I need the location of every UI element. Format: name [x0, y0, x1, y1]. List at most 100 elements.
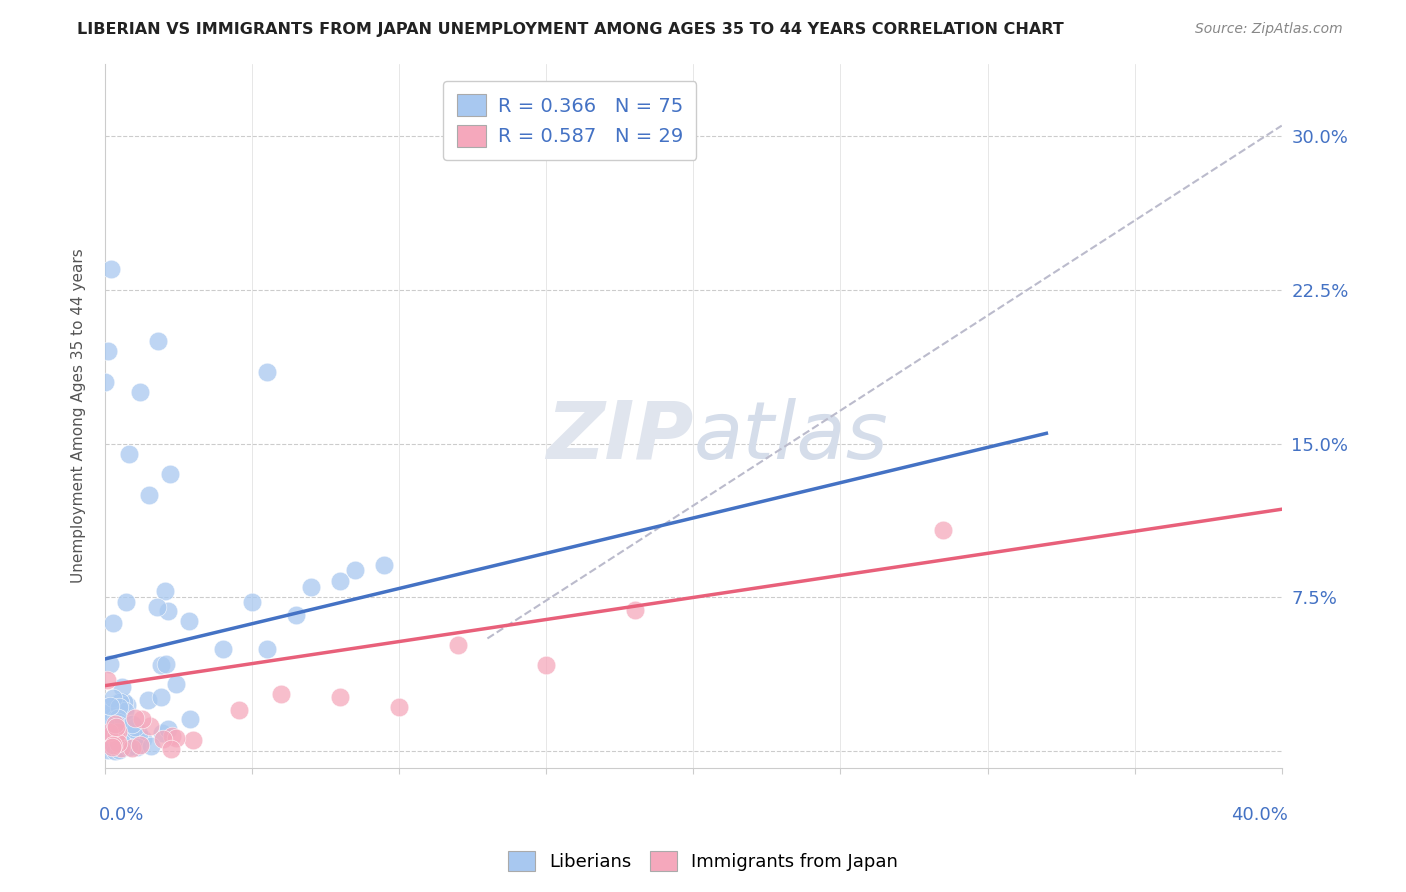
Point [108, 695, 131, 709]
Point [94, 725, 117, 739]
Point [160, 729, 183, 743]
Point [100, 698, 122, 713]
Point [179, 614, 201, 628]
Point [98, 725, 121, 739]
Point [104, 720, 127, 734]
Point [101, 727, 124, 741]
Point [105, 729, 128, 743]
Point [141, 739, 163, 753]
Point [124, 711, 146, 725]
Point [932, 523, 955, 537]
Point [150, 726, 173, 740]
Point [100, 709, 122, 723]
Point [131, 712, 153, 726]
Point [111, 680, 134, 694]
Point [107, 725, 129, 739]
Point [181, 733, 204, 747]
Point [101, 739, 124, 754]
Point [623, 603, 645, 617]
Point [112, 695, 135, 709]
Text: LIBERIAN VS IMMIGRANTS FROM JAPAN UNEMPLOYMENT AMONG AGES 35 TO 44 YEARS CORRELA: LIBERIAN VS IMMIGRANTS FROM JAPAN UNEMPL… [77, 22, 1064, 37]
Point [120, 727, 142, 741]
Point [150, 658, 173, 673]
Point [103, 738, 125, 752]
Point [197, 16, 219, 30]
Point [107, 735, 129, 749]
Point [103, 716, 125, 731]
Point [108, 700, 131, 714]
Y-axis label: Unemployment Among Ages 35 to 44 years: Unemployment Among Ages 35 to 44 years [72, 249, 86, 583]
Point [107, 718, 129, 732]
Point [108, 695, 131, 709]
Point [104, 725, 127, 739]
Point [104, 731, 127, 745]
Point [104, 717, 127, 731]
Point [256, 365, 278, 379]
Point [121, 716, 143, 731]
Point [179, 712, 201, 726]
Point [146, 600, 169, 615]
Point [127, 734, 149, 748]
Point [136, 692, 159, 706]
Point [121, 731, 143, 746]
Text: 40.0%: 40.0% [1230, 806, 1288, 824]
Point [114, 595, 136, 609]
Point [159, 742, 181, 756]
Point [388, 700, 411, 714]
Point [155, 657, 177, 671]
Point [124, 720, 146, 734]
Point [156, 604, 179, 618]
Point [97, 743, 120, 757]
Point [96, 739, 118, 753]
Point [104, 744, 127, 758]
Point [107, 711, 129, 725]
Point [329, 574, 352, 588]
Point [125, 740, 148, 755]
Point [105, 733, 128, 747]
Point [129, 738, 152, 752]
Point [165, 731, 187, 745]
Point [128, 727, 150, 741]
Point [115, 698, 138, 712]
Point [285, 607, 308, 622]
Point [152, 731, 174, 746]
Point [100, 706, 122, 720]
Point [156, 722, 179, 736]
Point [138, 719, 160, 733]
Point [138, 488, 160, 502]
Point [117, 447, 139, 461]
Point [111, 737, 134, 751]
Point [240, 594, 263, 608]
Legend: Liberians, Immigrants from Japan: Liberians, Immigrants from Japan [501, 844, 905, 879]
Point [344, 563, 367, 577]
Point [101, 615, 124, 630]
Point [108, 742, 131, 756]
Point [110, 741, 132, 756]
Point [94, 375, 117, 389]
Point [114, 704, 136, 718]
Point [121, 740, 143, 755]
Point [132, 732, 155, 747]
Point [107, 736, 129, 750]
Point [228, 703, 250, 717]
Point [100, 262, 122, 277]
Point [94, 716, 117, 731]
Point [146, 334, 169, 348]
Point [97, 344, 120, 359]
Legend: R = 0.366   N = 75, R = 0.587   N = 29: R = 0.366 N = 75, R = 0.587 N = 29 [443, 81, 696, 161]
Point [98, 657, 121, 671]
Point [165, 677, 187, 691]
Point [110, 739, 132, 754]
Text: atlas: atlas [693, 398, 889, 476]
Point [211, 642, 233, 657]
Point [101, 691, 124, 706]
Point [118, 739, 141, 754]
Point [96, 673, 118, 687]
Point [98, 699, 121, 714]
Point [120, 724, 142, 739]
Point [373, 558, 395, 573]
Point [129, 385, 152, 400]
Text: Source: ZipAtlas.com: Source: ZipAtlas.com [1195, 22, 1343, 37]
Point [159, 467, 181, 482]
Point [447, 638, 470, 652]
